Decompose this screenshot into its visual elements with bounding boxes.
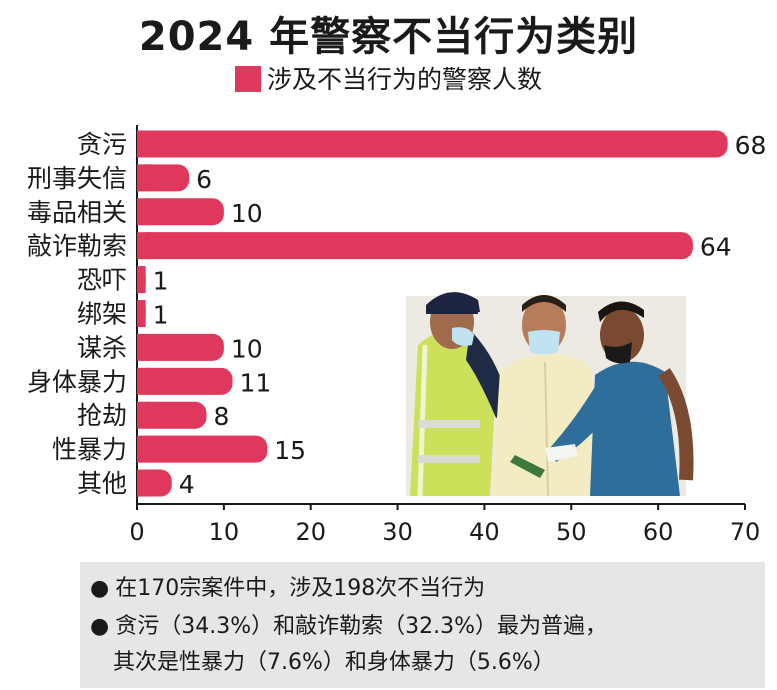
category-label: 其他 [77, 469, 127, 498]
bar-base [137, 367, 151, 395]
chart-title: 2024 年警察不当行为类别 [138, 14, 639, 60]
x-tick-label: 30 [382, 518, 413, 546]
value-label: 68 [735, 131, 767, 160]
value-label: 10 [231, 334, 263, 363]
bar-base [137, 164, 151, 192]
legend-swatch [234, 66, 261, 92]
value-label: 6 [196, 165, 212, 194]
x-tick-label: 50 [556, 518, 587, 546]
category-label: 贪污 [77, 130, 127, 159]
note-1: ● 在170宗案件中，涉及198次不当行为 [90, 570, 485, 602]
note-text-2: 贪污（34.3%）和敲诈勒索（32.3%）最为普遍， [115, 614, 607, 639]
category-label: 毒品相关 [27, 198, 127, 227]
category-label: 抢劫 [77, 401, 127, 430]
bar-base [137, 266, 146, 294]
category-label: 谋杀 [77, 333, 127, 362]
value-label: 4 [179, 470, 195, 499]
bar-base [137, 435, 151, 463]
value-label: 8 [213, 402, 229, 431]
note-text-3: 其次是性暴力（7.6%）和身体暴力（5.6%） [113, 650, 555, 675]
x-tick-label: 40 [469, 518, 500, 546]
notes-box: ● 在170宗案件中，涉及198次不当行为 ● 贪污（34.3%）和敲诈勒索（32.… [80, 562, 765, 688]
bar-贪污 [137, 130, 728, 158]
value-label: 15 [274, 436, 306, 465]
police-photo [406, 292, 694, 497]
bars-group: 贪污 68 刑事失信 6 毒品相关 10 敲诈勒索 64 恐吓 1 绑架 1 谋杀 10 身体暴力 11 抢劫 8… [27, 130, 766, 499]
bar-base [137, 232, 151, 260]
value-label: 1 [153, 301, 169, 330]
bullet-icon: ● [90, 576, 110, 601]
value-label: 64 [700, 233, 732, 262]
bullet-icon: ● [90, 614, 110, 639]
bar-base [137, 401, 151, 429]
value-label: 1 [153, 267, 169, 296]
category-label: 身体暴力 [27, 367, 127, 396]
bar-chart: 0 10 20 30 40 50 60 70 贪污 68 刑事失信 6 毒品相关 10 敲诈勒索 64 恐吓 1… [27, 125, 766, 546]
bar-base [137, 469, 151, 497]
category-label: 绑架 [77, 300, 127, 329]
bar-谋杀 [137, 333, 224, 361]
bar-base [137, 130, 151, 158]
bar-毒品相关 [137, 198, 224, 226]
chart-legend: 涉及不当行为的警察人数 [0, 60, 777, 96]
bar-base [137, 333, 151, 361]
bar-抢劫 [137, 401, 207, 429]
note-2: ● 贪污（34.3%）和敲诈勒索（32.3%）最为普遍， [90, 608, 607, 640]
legend-label: 涉及不当行为的警察人数 [266, 65, 542, 94]
category-label: 恐吓 [77, 266, 127, 295]
value-label: 10 [231, 199, 263, 228]
bar-敲诈勒索 [137, 232, 693, 260]
x-tick-label: 70 [730, 518, 761, 546]
x-tick-label: 60 [643, 518, 674, 546]
x-tick-label: 0 [129, 518, 144, 546]
value-label: 11 [240, 368, 272, 397]
bar-身体暴力 [137, 367, 233, 395]
category-label: 性暴力 [52, 435, 127, 464]
bar-base [137, 198, 151, 226]
bar-性暴力 [137, 435, 268, 463]
x-tick-label: 10 [209, 518, 240, 546]
bar-base [137, 300, 146, 327]
x-tick-label: 20 [295, 518, 326, 546]
category-label: 敲诈勒索 [27, 232, 127, 261]
note-text-1: 在170宗案件中，涉及198次不当行为 [115, 576, 486, 601]
category-label: 刑事失信 [27, 164, 127, 193]
